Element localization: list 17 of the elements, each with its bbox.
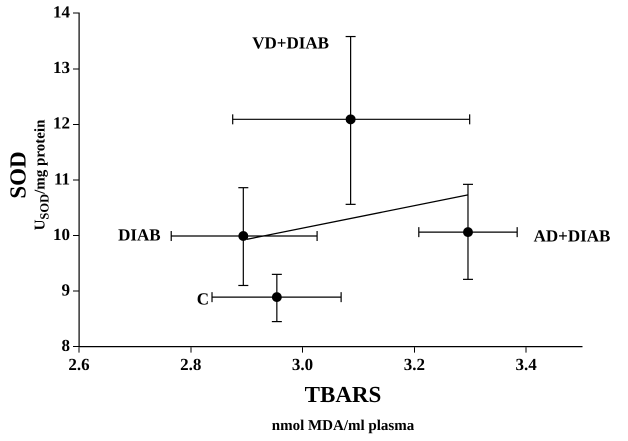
x-axis-title: TBARS nmol MDA/ml plasma [270,382,416,436]
y-tick-label: 12 [53,114,70,133]
annotation: DIAB [118,225,161,244]
annotation: C [196,290,209,309]
x-tick-label: 2.6 [68,355,90,374]
y-tick-label: 8 [62,336,70,355]
y-tick-label: 9 [62,280,70,300]
y-tick-label: 11 [54,169,70,188]
y-tick-label: 13 [53,58,70,78]
x-tick-label: 3.0 [292,355,314,374]
y-tick-label: 10 [53,224,70,244]
x-tick-label: 2.8 [180,355,202,374]
y-tick-label: 14 [53,2,70,22]
annotation: AD+DIAB [534,226,610,246]
x-tick-label: 3.4 [515,355,538,374]
annotation: VD+DIAB [252,34,329,53]
x-tick-label: 3.2 [404,355,425,374]
